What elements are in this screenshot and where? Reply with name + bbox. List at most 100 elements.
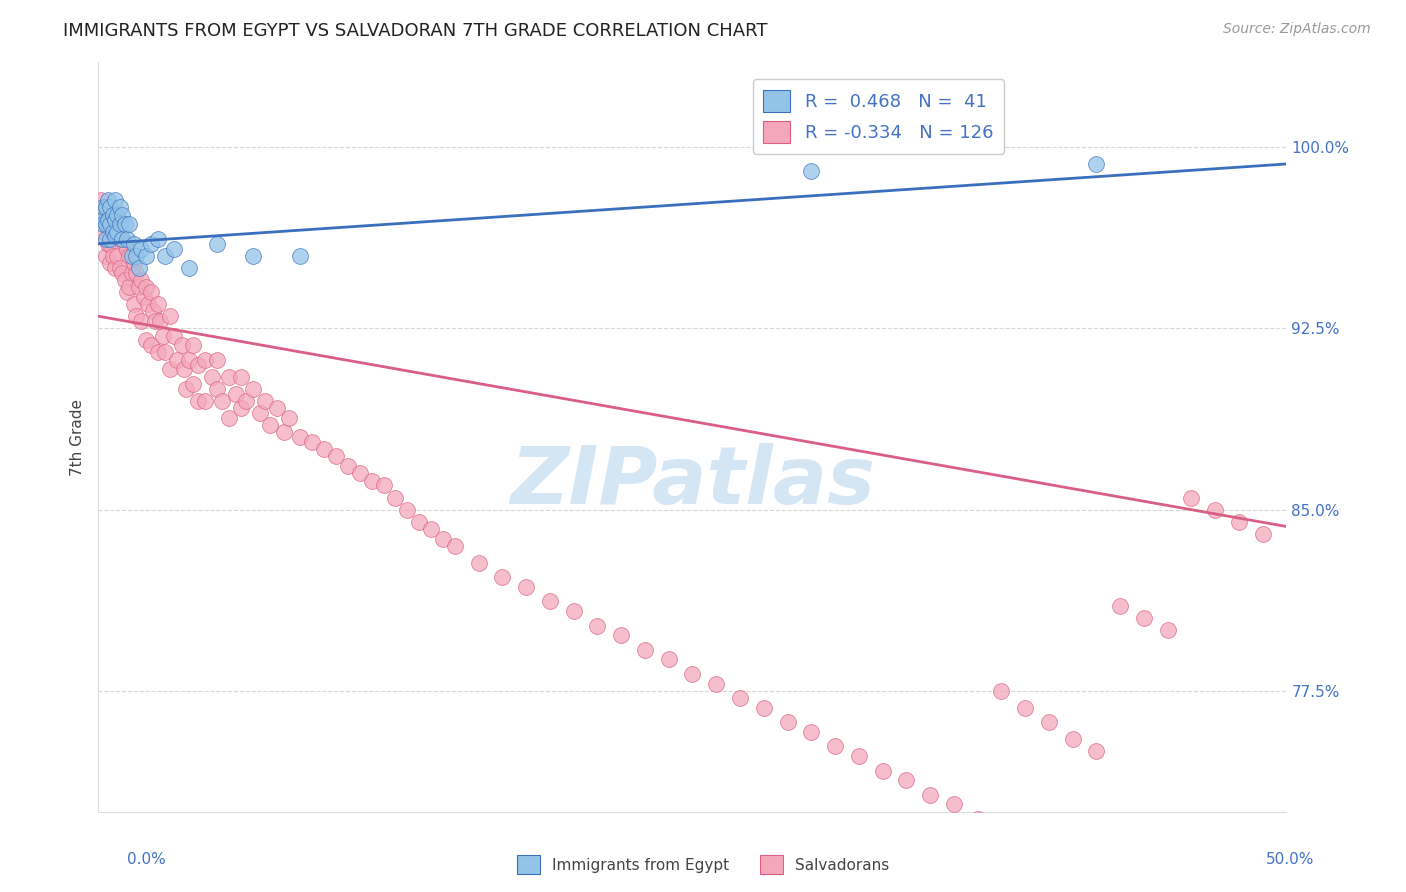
Point [800,164,823,178]
Point [108,218,131,232]
Point [94,249,117,263]
Point [118,218,141,232]
Point [384,491,406,505]
Point [114,218,136,232]
Point [176,382,198,396]
Point [562,604,585,618]
Point [125,310,148,324]
Point [259,417,281,432]
Text: 0.0%: 0.0% [127,852,166,867]
Point [97,193,120,207]
Point [90,193,112,207]
Point [194,352,217,367]
Point [118,280,141,294]
Point [776,715,799,730]
Point [122,236,145,251]
Point [207,352,229,367]
Point [273,425,295,440]
Point [153,249,176,263]
Text: IMMIGRANTS FROM EGYPT VS SALVADORAN 7TH GRADE CORRELATION CHART: IMMIGRANTS FROM EGYPT VS SALVADORAN 7TH … [63,22,768,40]
Point [90,212,112,227]
Point [1085,157,1108,171]
Point [152,328,174,343]
Point [97,236,120,251]
Point [139,285,162,299]
Point [139,338,162,352]
Text: 50.0%: 50.0% [1267,852,1315,867]
Point [872,764,894,778]
Point [1227,515,1250,529]
Point [824,739,846,754]
Point [752,700,775,714]
Point [121,266,143,280]
Point [1133,611,1156,625]
Point [1204,502,1226,516]
Point [290,430,312,444]
Point [728,691,751,706]
Point [104,229,127,244]
Point [135,280,157,294]
Point [266,401,288,415]
Point [98,201,121,215]
Point [125,249,148,263]
Point [115,285,138,299]
Point [135,249,157,263]
Point [146,345,169,359]
Point [177,260,200,275]
Point [301,434,323,449]
Point [990,684,1012,698]
Point [97,218,120,232]
Point [207,236,229,251]
Point [128,280,150,294]
Point [207,382,229,396]
Point [111,208,134,222]
Point [114,273,136,287]
Text: Source: ZipAtlas.com: Source: ZipAtlas.com [1223,22,1371,37]
Point [349,467,371,481]
Point [1038,715,1060,730]
Point [658,652,681,666]
Point [121,249,143,263]
Point [94,218,117,232]
Point [108,201,131,215]
Point [94,232,117,246]
Point [107,225,129,239]
Point [135,334,157,348]
Point [242,249,264,263]
Point [183,376,205,391]
Point [229,369,252,384]
Point [114,236,136,251]
Point [229,401,252,415]
Point [920,788,942,802]
Point [91,225,114,239]
Point [467,556,489,570]
Point [538,594,561,608]
Point [159,310,181,324]
Point [108,225,131,239]
Point [242,382,264,396]
Point [942,797,965,812]
Point [681,667,703,681]
Point [115,242,138,256]
Point [149,314,172,328]
Legend: R =  0.468   N =  41, R = -0.334   N = 126: R = 0.468 N = 41, R = -0.334 N = 126 [752,79,1004,153]
Point [122,297,145,311]
Point [1251,526,1274,541]
Point [132,290,155,304]
Point [129,242,152,256]
Point [104,218,127,232]
Point [115,232,138,246]
Point [1062,732,1084,747]
Point [201,369,224,384]
Point [153,345,176,359]
Point [277,410,299,425]
Point [444,539,467,553]
Point [586,618,609,632]
Point [94,201,117,215]
Point [325,450,347,464]
Point [166,352,188,367]
Point [218,410,240,425]
Point [101,208,124,222]
Point [101,218,124,232]
Point [98,208,121,222]
